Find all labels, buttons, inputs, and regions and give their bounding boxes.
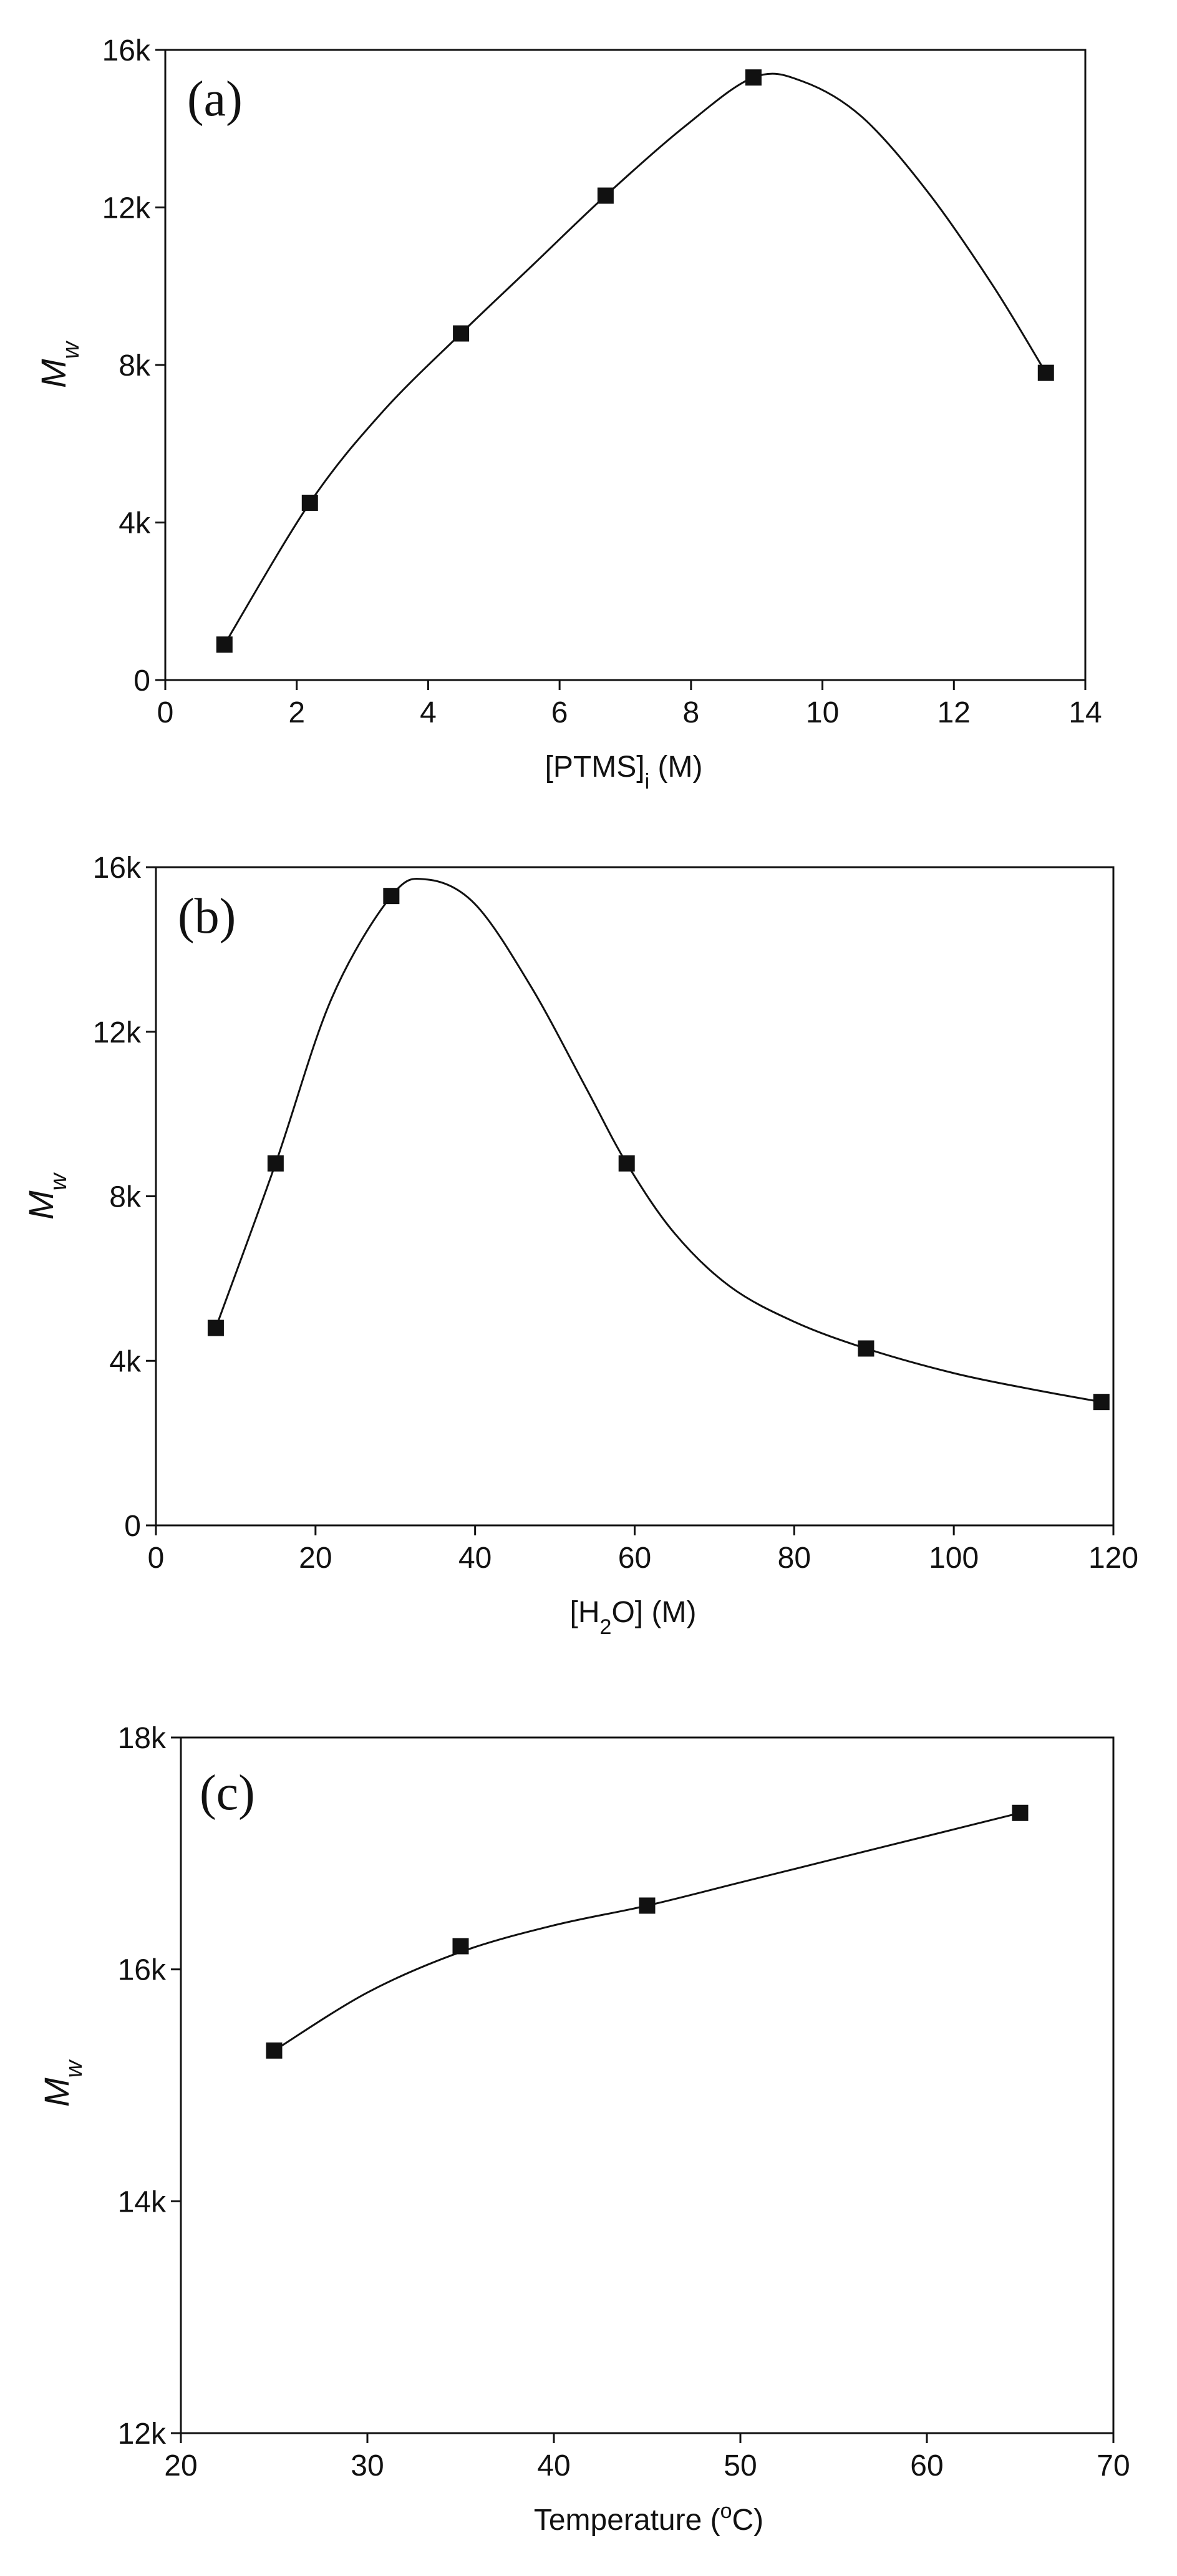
panel-c-x-axis-title: Temperature (oC) [534, 2499, 763, 2537]
panel-b-data-point [1093, 1394, 1110, 1411]
panel-c-data-point [1012, 1804, 1029, 1821]
panel-a-x-tick-label: 4 [420, 696, 437, 729]
panel-c-label: (c) [200, 1766, 255, 1820]
panel-a: 0 2 4 6 8 10 12 14 0 4k 8k 12k 16k (a) [PTMS]i (M) M… [34, 34, 1102, 794]
panel-b-x-tick-label: 20 [299, 1542, 332, 1575]
panel-c-x-tick-label: 70 [1097, 2449, 1130, 2482]
panel-c-x-tick-label: 60 [910, 2449, 943, 2482]
panel-a-y-axis-title: Mw [34, 340, 84, 388]
panel-b-data-point [207, 1320, 224, 1336]
panel-b-y-tick-label: 8k [109, 1181, 142, 1214]
panel-a-plot-area: 0 2 4 6 8 10 12 14 0 4k 8k 12k 16k [102, 34, 1102, 729]
panel-b-x-tick-label: 120 [1088, 1542, 1138, 1575]
panel-b-x-tick-label: 60 [618, 1542, 651, 1575]
panel-b-y-tick-label: 16k [93, 852, 142, 885]
panel-a-x-tick-label: 6 [551, 696, 568, 729]
panel-b-frame [155, 866, 1115, 1527]
panel-a-data-point [453, 325, 470, 342]
panel-c-x-tick-label: 20 [164, 2449, 197, 2482]
panel-b-data-point [383, 888, 400, 905]
panel-a-x-tick-label: 2 [288, 696, 305, 729]
panel-a-y-tick-label: 16k [102, 34, 151, 67]
panel-a-x-axis-title: [PTMS]i (M) [545, 751, 703, 794]
panel-a-y-tick-label: 8k [119, 349, 151, 382]
panel-a-x-tick-label: 0 [157, 696, 174, 729]
panel-c-y-tick-label: 18k [118, 1722, 167, 1755]
panel-a-data-point [597, 187, 614, 204]
panel-c-frame [180, 1736, 1115, 2434]
panel-b-y-tick-label: 12k [93, 1016, 142, 1049]
panel-b-data-point [618, 1155, 635, 1172]
panel-a-x-tick-label: 8 [683, 696, 700, 729]
panel-b-y-tick-label: 0 [124, 1510, 141, 1543]
panel-a-data-point [301, 494, 318, 511]
panel-a-y-tick-label: 12k [102, 192, 151, 225]
panel-c-y-axis-title: Mw [37, 2059, 87, 2107]
panel-c-curve [273, 1812, 1020, 2052]
panel-b-x-tick-label: 100 [929, 1542, 979, 1575]
panel-c-y-tick-label: 16k [118, 1954, 167, 1987]
panel-b-x-tick-label: 40 [458, 1542, 492, 1575]
panel-a-y-tick-label: 0 [133, 664, 150, 697]
panel-a-x-tick-label: 14 [1068, 696, 1102, 729]
panel-c: 20 30 40 50 60 70 12k 14k 16k 18k (c) Temperature… [37, 1722, 1130, 2537]
panel-c-y-tick-label: 12k [118, 2418, 167, 2451]
panel-b: 0 20 40 60 80 100 120 0 4k 8k 12k 16k (b) [H2O] (M)… [21, 852, 1138, 1639]
panel-b-x-tick-label: 0 [148, 1542, 165, 1575]
panel-c-data-point [639, 1897, 656, 1914]
panel-a-x-tick-label: 12 [937, 696, 971, 729]
panel-c-x-tick-label: 30 [351, 2449, 384, 2482]
panel-a-data-point [745, 69, 762, 86]
panel-a-frame [164, 49, 1087, 681]
panel-b-data-point [858, 1340, 874, 1357]
panel-a-label: (a) [187, 72, 243, 127]
panel-c-y-tick-label: 14k [118, 2185, 167, 2219]
panel-b-curve [215, 878, 1102, 1403]
panel-a-curve [223, 72, 1047, 645]
panel-c-data-point [266, 2042, 283, 2059]
panel-a-x-tick-label: 10 [806, 696, 839, 729]
panel-b-x-tick-label: 80 [778, 1542, 811, 1575]
panel-c-x-tick-label: 40 [537, 2449, 570, 2482]
panel-b-y-axis-title: Mw [21, 1172, 72, 1220]
panel-b-data-point [267, 1155, 284, 1172]
panel-b-label: (b) [178, 889, 236, 944]
panel-c-plot-area: 20 30 40 50 60 70 12k 14k 16k 18k [118, 1722, 1130, 2482]
panel-b-plot-area: 0 20 40 60 80 100 120 0 4k 8k 12k 16k [93, 852, 1138, 1575]
panel-c-data-point [452, 1938, 469, 1955]
panel-a-data-point [1037, 364, 1054, 381]
panel-b-x-axis-title: [H2O] (M) [570, 1596, 697, 1639]
panel-b-y-tick-label: 4k [109, 1345, 142, 1378]
panel-c-x-tick-label: 50 [724, 2449, 757, 2482]
panel-a-data-point [216, 636, 233, 653]
panel-a-y-tick-label: 4k [119, 507, 151, 540]
